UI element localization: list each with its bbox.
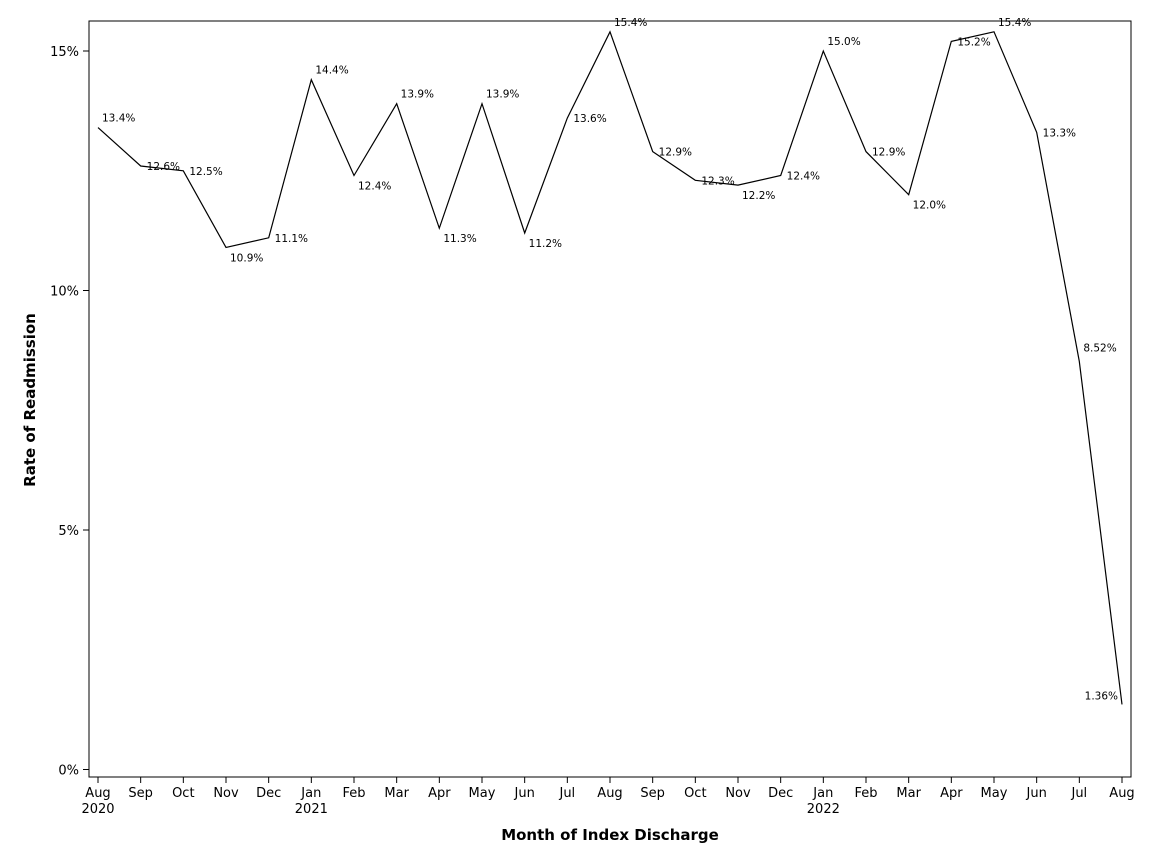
data-label: 12.5% [189,166,222,178]
y-tick-label: 0% [58,764,79,779]
x-tick-label: Jun [1026,786,1047,801]
data-label: 1.36% [1085,690,1118,702]
data-label: 13.9% [486,89,519,101]
x-year-label: 2022 [807,802,840,817]
data-label: 12.2% [742,190,775,202]
data-label: 12.0% [913,200,946,212]
x-tick-label: Jun [514,786,535,801]
data-label-layer: 13.4% 12.6% 12.5% 10.9% 11.1% 14.4% 12.4% 13.9%… [102,17,1118,703]
x-tick-label: Sep [128,786,153,801]
x-tick-label: Jul [558,786,575,801]
data-label: 11.3% [443,233,476,245]
x-tick-label: Feb [342,786,365,801]
data-label: 12.4% [787,171,820,183]
x-tick-label: Aug [1109,786,1134,801]
data-label: 11.2% [529,238,562,250]
x-tick-label: Apr [940,786,963,801]
x-tick-label: Nov [725,786,751,801]
data-label: 8.52% [1083,342,1116,354]
y-tick-label: 5% [58,524,79,539]
data-label: 12.9% [659,147,692,159]
data-label: 12.9% [872,147,905,159]
x-tick-label: Aug [597,786,622,801]
data-label: 15.2% [957,36,990,48]
x-tick-label: Jul [1070,786,1087,801]
data-label: 15.4% [614,17,647,29]
data-label: 15.4% [998,17,1031,29]
x-tick-label: Aug [85,786,110,801]
data-label: 13.6% [573,113,606,125]
y-tick-label: 10% [50,285,79,300]
data-label: 12.4% [358,181,391,193]
data-label: 14.4% [315,65,348,77]
x-tick-label: Jan [300,786,321,801]
y-tick-label: 15% [50,45,79,60]
data-label: 13.4% [102,113,135,125]
data-label: 12.3% [701,175,734,187]
series-line [97,30,1123,705]
y-axis: 0% 5% 10% 15% [50,45,89,779]
x-year-label: 2021 [295,802,328,817]
data-label: 12.6% [147,161,180,173]
x-axis: Aug Sep Oct Nov Dec Jan Feb Mar Apr May Jun Jul Aug S… [81,777,1135,817]
x-tick-label: Jan [812,786,833,801]
x-tick-label: Feb [854,786,877,801]
x-tick-label: Dec [256,786,281,801]
x-tick-label: Nov [213,786,239,801]
x-tick-label: Oct [172,786,194,801]
x-tick-label: Mar [384,786,409,801]
x-tick-label: Oct [684,786,706,801]
x-tick-label: Dec [768,786,793,801]
data-label: 15.0% [827,36,860,48]
x-axis-title: Month of Index Discharge [501,826,719,844]
series-layer [97,30,1123,705]
x-tick-label: May [981,786,1008,801]
x-tick-label: Sep [640,786,665,801]
data-label: 11.1% [275,233,308,245]
plot-area-frame [88,20,1132,778]
y-axis-title: Rate of Readmission [21,313,39,487]
data-label: 13.3% [1043,127,1076,139]
x-tick-label: Mar [896,786,921,801]
x-year-label: 2020 [81,802,114,817]
data-label: 13.9% [401,89,434,101]
x-tick-label: May [469,786,496,801]
data-label: 10.9% [230,252,263,264]
x-tick-label: Apr [428,786,451,801]
